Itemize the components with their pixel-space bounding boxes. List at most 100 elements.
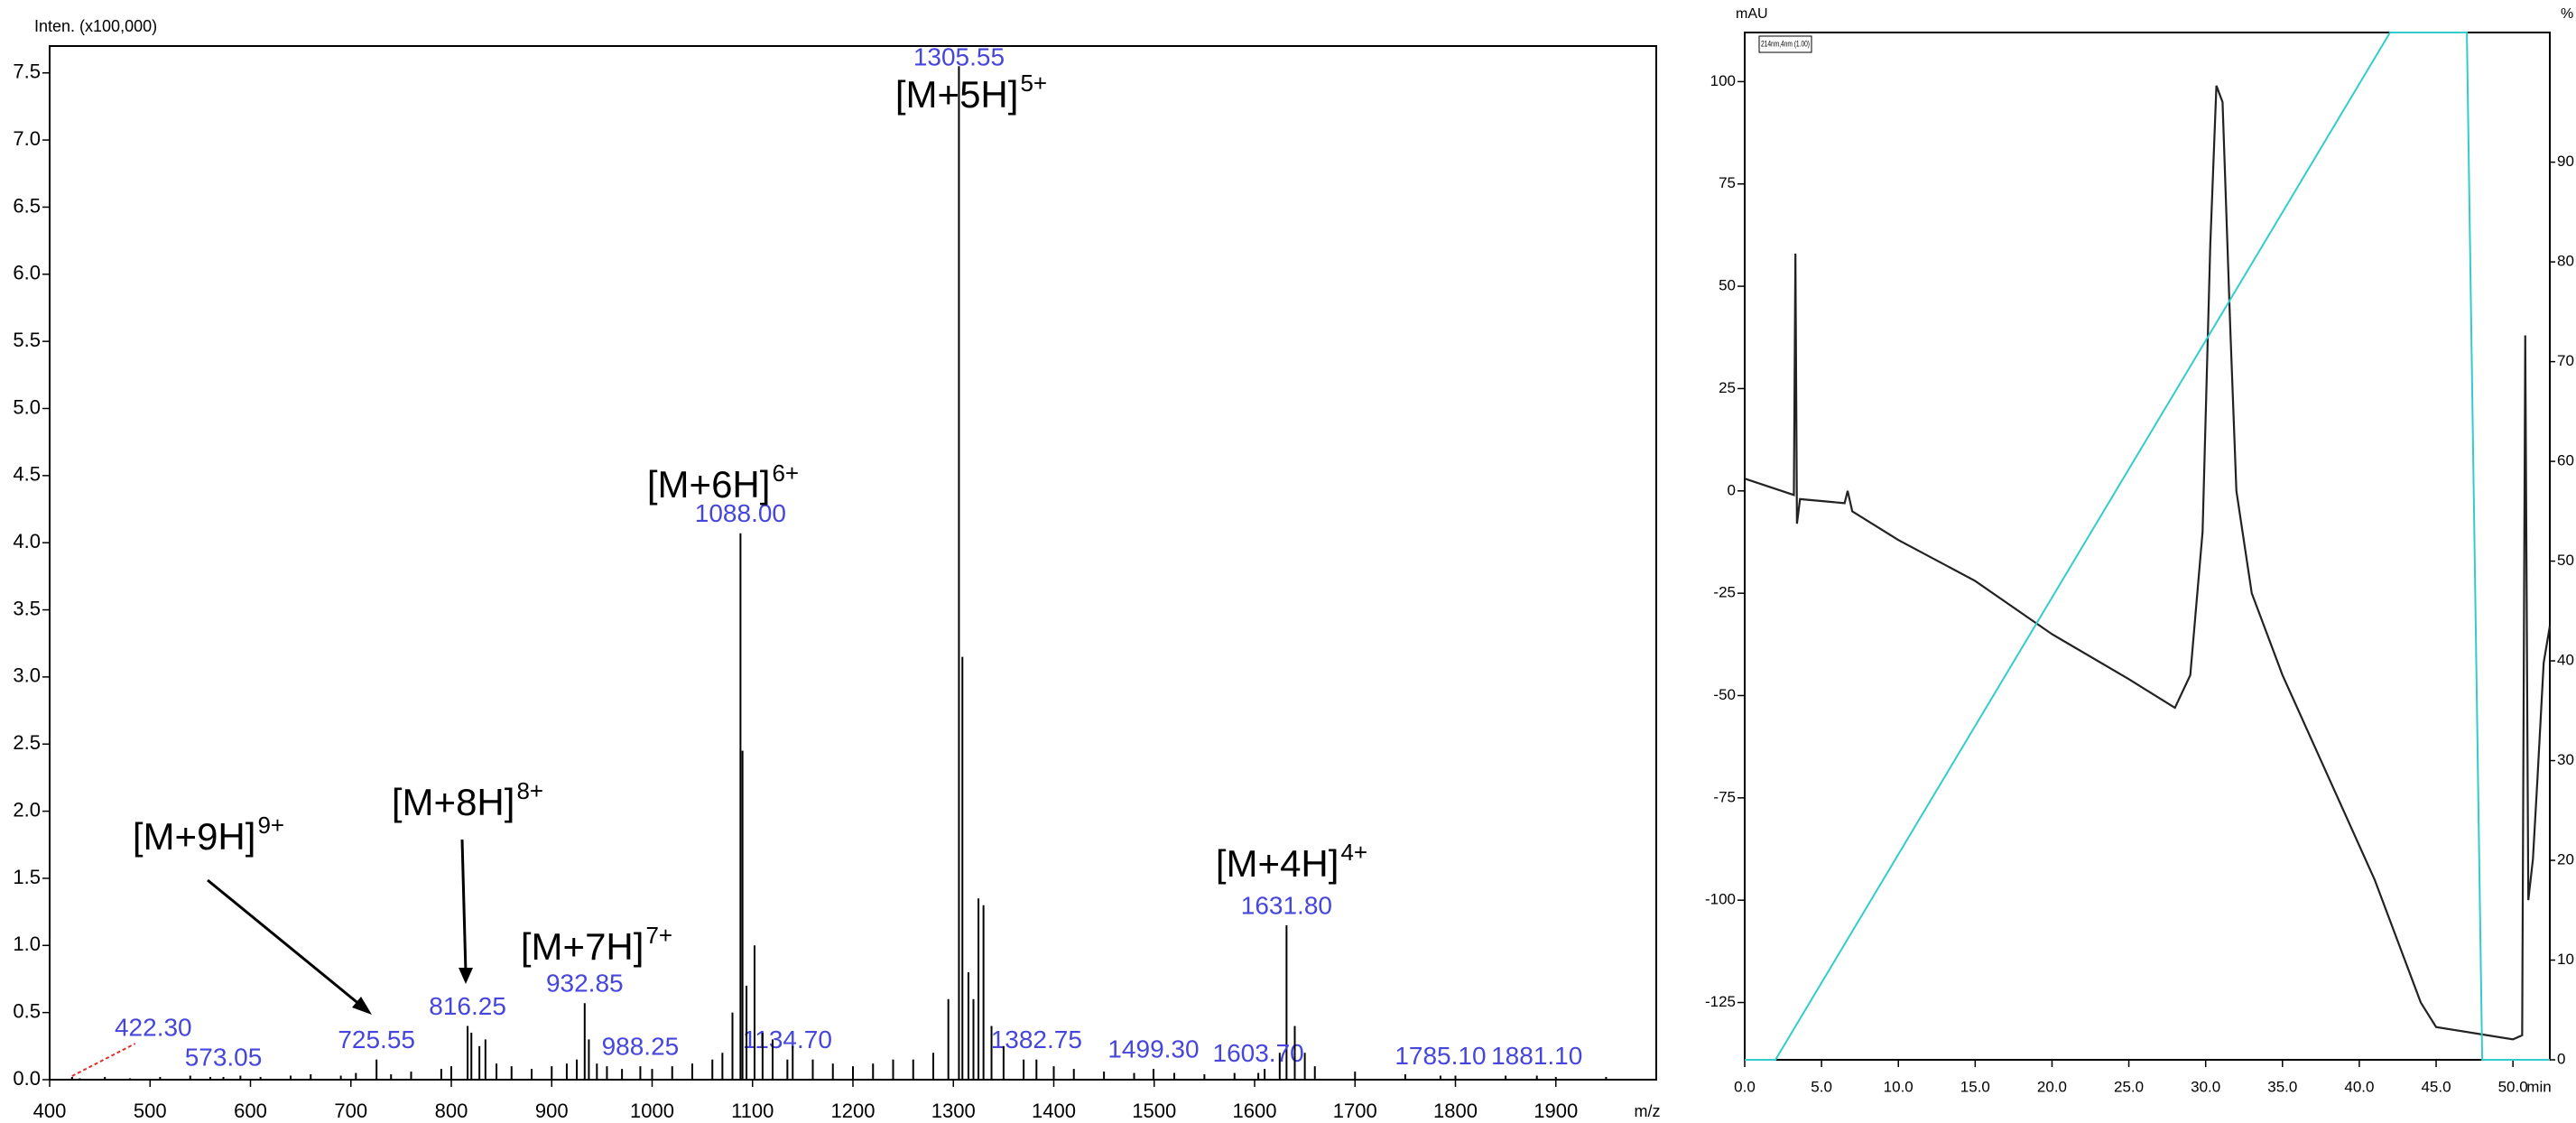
ion-charge: 8+	[516, 777, 543, 804]
x-tick-label: 20.0	[2037, 1078, 2067, 1095]
peak-label: 422.30	[115, 1013, 192, 1041]
y-tick-label: 0.5	[13, 999, 41, 1022]
arrow-head	[459, 968, 473, 984]
arrow	[207, 878, 366, 1011]
y-tick-label: 1.0	[13, 933, 41, 955]
x-tick-label: 1000	[630, 1100, 674, 1122]
x-axis-label: m/z	[1635, 1102, 1661, 1120]
chromatogram-line	[1744, 85, 2552, 1041]
x-tick-label: 10.0	[1884, 1078, 1913, 1095]
x-tick-label: 1300	[931, 1100, 976, 1122]
y-tick-label: 4.5	[13, 463, 41, 486]
y-tick-label: 100	[1710, 72, 1736, 89]
ion-label: [M+5H]	[895, 73, 1019, 116]
y2-tick-label: 80	[2557, 253, 2574, 270]
ion-charge: 4+	[1340, 839, 1367, 866]
y-tick-label: 75	[1719, 174, 1736, 191]
y-tick-label: -100	[1705, 891, 1736, 908]
x-tick-label: 40.0	[2344, 1078, 2374, 1095]
arrow-head	[352, 997, 372, 1015]
peak-label: 932.85	[546, 970, 624, 998]
y-tick-label: 5.5	[13, 329, 41, 351]
x-tick-label: 700	[334, 1100, 367, 1122]
y2-tick-label: 70	[2557, 352, 2574, 369]
x-tick-label: 1500	[1132, 1100, 1176, 1122]
y2-tick-label: 20	[2557, 851, 2574, 868]
y-tick-label: 0	[1728, 481, 1736, 498]
ion-label: [M+4H]	[1216, 842, 1339, 885]
x-tick-label: 5.0	[1811, 1078, 1832, 1095]
x-tick-label: 500	[134, 1100, 167, 1122]
peak-label: 1305.55	[913, 42, 1005, 70]
x-tick-label: 50.0	[2498, 1078, 2528, 1095]
x-tick-label: 600	[234, 1100, 267, 1122]
ion-label: [M+6H]	[647, 463, 771, 506]
ion-charge: 9+	[257, 812, 284, 839]
peak-label: 1088.00	[695, 499, 786, 527]
x-axis-label: min	[2526, 1078, 2551, 1095]
x-tick-label: 800	[435, 1100, 468, 1122]
x-tick-label: 30.0	[2191, 1078, 2220, 1095]
y-tick-label: 5.0	[13, 395, 41, 418]
leader-line	[71, 1043, 136, 1077]
y-tick-label: 7.0	[13, 127, 41, 150]
peak-label: 988.25	[602, 1033, 680, 1061]
y2-tick-label: 0	[2557, 1050, 2565, 1067]
ion-label: [M+9H]	[133, 815, 256, 858]
y-tick-label: 0.0	[13, 1067, 41, 1090]
legend-box	[1758, 35, 1812, 53]
x-tick-label: 0.0	[1734, 1078, 1756, 1095]
legend-text: 214nm,4nm (1.00)	[1761, 39, 1810, 48]
peak-label: 1881.10	[1491, 1042, 1582, 1070]
peak-label: 725.55	[338, 1026, 415, 1053]
x-tick-label: 1600	[1233, 1100, 1277, 1122]
peak-label: 1603.70	[1213, 1039, 1304, 1067]
y-tick-label: -25	[1713, 584, 1736, 601]
ion-label: [M+7H]	[521, 925, 644, 968]
y-tick-label: 25	[1719, 379, 1736, 396]
ion-charge: 7+	[645, 922, 672, 949]
ion-charge: 5+	[1020, 70, 1047, 97]
x-tick-label: 1200	[831, 1100, 876, 1122]
peak-label: 1631.80	[1241, 891, 1332, 919]
y-tick-label: 2.0	[13, 798, 41, 821]
y-tick-label: 3.0	[13, 664, 41, 687]
x-tick-label: 35.0	[2267, 1078, 2297, 1095]
plot-frame	[49, 45, 1657, 1081]
plot-frame	[1744, 32, 2551, 1061]
y-tick-label: 6.5	[13, 194, 41, 217]
y2-tick-label: 10	[2557, 951, 2574, 968]
y2-tick-label: 60	[2557, 452, 2574, 469]
y-axis-label: mAU	[1736, 6, 1768, 22]
peak-label: 1134.70	[743, 1026, 832, 1053]
x-tick-label: 1400	[1032, 1100, 1076, 1122]
arrow	[460, 839, 468, 974]
y-tick-label: 4.0	[13, 530, 41, 552]
x-tick-label: 45.0	[2421, 1078, 2451, 1095]
peak-label: 816.25	[429, 992, 506, 1020]
y-tick-label: 50	[1719, 277, 1736, 294]
peak-label: 1382.75	[991, 1026, 1082, 1053]
y-tick-label: -50	[1713, 686, 1736, 703]
y-tick-label: 2.5	[13, 731, 41, 754]
y2-tick-label: 30	[2557, 751, 2574, 768]
gradient-line	[1745, 32, 2550, 1061]
y-tick-label: -125	[1705, 993, 1736, 1010]
y2-tick-label: 40	[2557, 652, 2574, 669]
y-tick-label: 3.5	[13, 597, 41, 619]
x-tick-label: 400	[33, 1100, 67, 1122]
y-tick-label: -75	[1713, 788, 1736, 805]
peak-label: 1499.30	[1107, 1035, 1199, 1063]
peak-label: 573.05	[185, 1043, 263, 1071]
x-tick-label: 900	[535, 1100, 569, 1122]
x-tick-label: 1800	[1433, 1100, 1478, 1122]
y2-tick-label: 50	[2557, 552, 2574, 569]
x-tick-label: 25.0	[2114, 1078, 2144, 1095]
ion-label: [M+8H]	[392, 781, 515, 823]
ion-charge: 6+	[772, 459, 799, 487]
peak-label: 1785.10	[1395, 1042, 1486, 1070]
x-tick-label: 1700	[1333, 1100, 1377, 1122]
y-tick-label: 6.0	[13, 262, 41, 284]
